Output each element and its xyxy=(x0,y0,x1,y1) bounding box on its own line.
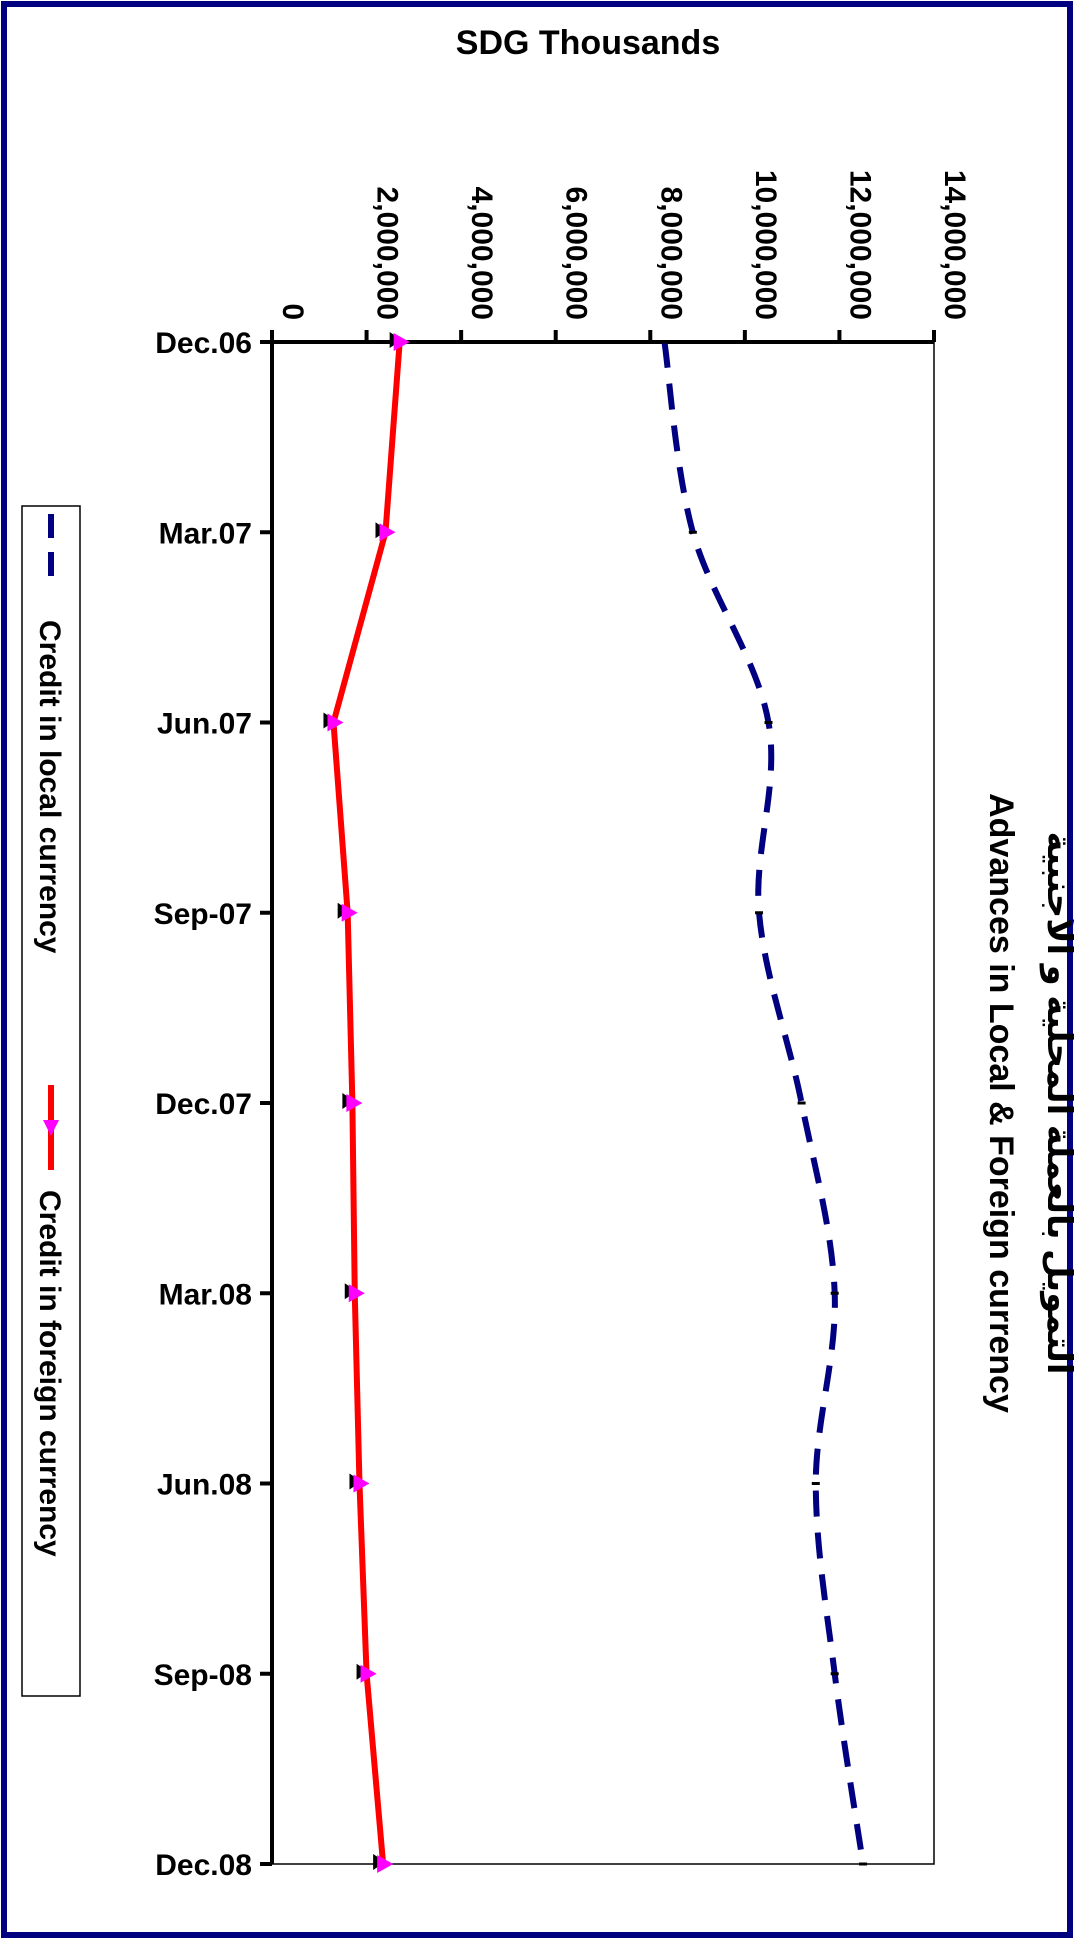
category-tick-label: Dec.07 xyxy=(155,1088,252,1121)
category-tick-label: Jun.08 xyxy=(157,1469,252,1502)
data-point-foreign xyxy=(346,1094,363,1112)
data-point-foreign xyxy=(360,1664,377,1683)
legend-local-label: Credit in local currency xyxy=(33,620,66,954)
category-tick-marks xyxy=(260,340,272,1866)
legend-foreign-label: Credit in foreign currency xyxy=(33,1190,66,1557)
value-tick-label: 8,000,000 xyxy=(654,187,687,320)
data-point-foreign xyxy=(393,333,410,351)
value-tick-label: 14,000,000 xyxy=(938,170,971,320)
category-tick-label: Jun.07 xyxy=(157,708,252,741)
category-tick-label: Dec.08 xyxy=(155,1849,252,1882)
value-tick-label: 6,000,000 xyxy=(560,187,593,320)
value-tick-label: 4,000,000 xyxy=(465,187,498,320)
data-point-foreign xyxy=(353,1474,370,1493)
value-axis-title: SDG Thousands xyxy=(456,24,720,62)
category-tick-label: Mar.08 xyxy=(159,1278,252,1311)
data-point-foreign xyxy=(377,1855,394,1873)
data-point-foreign xyxy=(327,713,344,732)
category-tick-label: Sep-08 xyxy=(154,1659,252,1692)
value-tick-label: 12,000,000 xyxy=(843,170,876,320)
category-tick-label: Mar.07 xyxy=(159,517,252,550)
series-line-local xyxy=(661,341,867,1865)
data-point-foreign xyxy=(348,1284,365,1303)
chart-title-arabic: التمويل بالعملة المحلية و الأجنبية xyxy=(1039,831,1074,1374)
value-tick-label: 0 xyxy=(276,303,309,320)
category-tick-labels: Dec.06 Mar.07 Jun.07 Sep-07 Dec.07 Mar.08 Jun.… xyxy=(154,327,252,1882)
legend-foreign-marker xyxy=(43,1120,59,1136)
value-tick-label: 10,000,000 xyxy=(749,170,782,320)
data-point-foreign xyxy=(341,903,358,922)
value-tick-labels: 0 2,000,000 4,000,000 6,000,000 8,000,000 10,… xyxy=(276,170,971,320)
chart-title: Advances in Local & Foreign currency xyxy=(982,793,1020,1413)
category-tick-label: Sep-07 xyxy=(154,898,252,931)
category-tick-label: Dec.06 xyxy=(155,327,252,360)
series-layer xyxy=(323,332,868,1873)
value-tick-label: 2,000,000 xyxy=(371,187,404,320)
legend: Credit in local currency Credit in forei… xyxy=(21,505,81,1697)
data-point-foreign xyxy=(379,523,396,542)
